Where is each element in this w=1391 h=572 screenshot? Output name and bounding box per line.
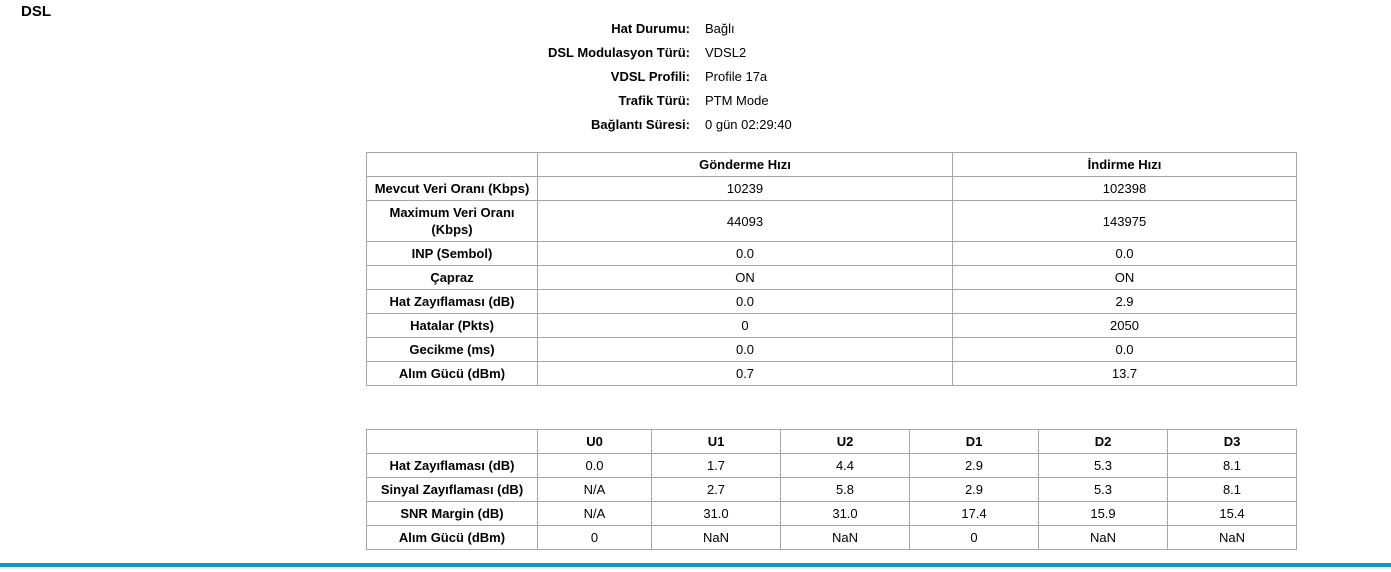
band-column-header: D1 [909,429,1039,454]
row-label-cell: Hatalar (Pkts) [366,313,538,338]
info-value: Bağlı [705,20,735,36]
band-value-cell: 5.3 [1038,453,1168,478]
table-row: Gecikme (ms) 0.0 0.0 [366,337,1297,362]
band-value-cell: N/A [537,501,652,526]
downstream-value-cell: 2050 [952,313,1297,338]
info-value: Profile 17a [705,68,768,84]
table-row: Alım Gücü (dBm) 0 NaN NaN 0 NaN NaN [366,525,1297,550]
row-label-cell: Gecikme (ms) [366,337,538,362]
band-value-cell: 5.8 [780,477,910,502]
info-row-vdsl-profile: VDSL Profili: Profile 17a [0,64,1391,88]
band-value-cell: 1.7 [651,453,781,478]
row-label-cell: INP (Sembol) [366,241,538,266]
upstream-value-cell: 0.0 [537,241,953,266]
band-value-cell: 0.0 [537,453,652,478]
band-value-cell: 4.4 [780,453,910,478]
band-value-cell: 2.7 [651,477,781,502]
table-row: Alım Gücü (dBm) 0.7 13.7 [366,361,1297,386]
row-label-cell: SNR Margin (dB) [366,501,538,526]
upstream-value-cell: 0.0 [537,289,953,314]
row-label-cell: Çapraz [366,265,538,290]
upstream-value-cell: 0.7 [537,361,953,386]
band-value-cell: 31.0 [651,501,781,526]
band-value-cell: 8.1 [1167,453,1297,478]
row-label-cell: Mevcut Veri Oranı (Kbps) [366,176,538,201]
connection-info-list: Hat Durumu: Bağlı DSL Modulasyon Türü: V… [0,16,1391,136]
band-value-cell: 15.9 [1038,501,1168,526]
band-value-cell: 5.3 [1038,477,1168,502]
downstream-value-cell: 102398 [952,176,1297,201]
band-value-cell: NaN [1167,525,1297,550]
downstream-value-cell: 143975 [952,200,1297,242]
band-value-cell: 2.9 [909,477,1039,502]
downstream-value-cell: 13.7 [952,361,1297,386]
info-value: 0 gün 02:29:40 [705,116,792,132]
info-row-connection-time: Bağlantı Süresi: 0 gün 02:29:40 [0,112,1391,136]
rate-table-header-row: Gönderme Hızı İndirme Hızı [366,152,1297,177]
band-value-cell: 31.0 [780,501,910,526]
downstream-column-header: İndirme Hızı [952,152,1297,177]
info-row-modulation: DSL Modulasyon Türü: VDSL2 [0,40,1391,64]
band-value-cell: 0 [537,525,652,550]
page-title: DSL [21,3,51,20]
row-label-cell: Alım Gücü (dBm) [366,525,538,550]
table-row: SNR Margin (dB) N/A 31.0 31.0 17.4 15.9 … [366,501,1297,526]
downstream-value-cell: ON [952,265,1297,290]
band-column-header: D2 [1038,429,1168,454]
corner-cell [366,152,538,177]
upstream-value-cell: ON [537,265,953,290]
band-column-header: U0 [537,429,652,454]
table-row: Çapraz ON ON [366,265,1297,290]
row-label-cell: Hat Zayıflaması (dB) [366,289,538,314]
row-label-cell: Maximum Veri Oranı (Kbps) [366,200,538,242]
band-table: U0 U1 U2 D1 D2 D3 Hat Zayıflaması (dB) 0… [366,429,1297,550]
table-row: Sinyal Zayıflaması (dB) N/A 2.7 5.8 2.9 … [366,477,1297,502]
band-value-cell: 15.4 [1167,501,1297,526]
info-label: Bağlantı Süresi: [591,116,690,132]
upstream-value-cell: 0.0 [537,337,953,362]
table-row: Hat Zayıflaması (dB) 0.0 1.7 4.4 2.9 5.3… [366,453,1297,478]
corner-cell [366,429,538,454]
upstream-value-cell: 10239 [537,176,953,201]
table-row: Hat Zayıflaması (dB) 0.0 2.9 [366,289,1297,314]
info-label: Trafik Türü: [618,92,690,108]
bottom-divider-bar [0,563,1391,567]
row-label-cell: Alım Gücü (dBm) [366,361,538,386]
info-value: VDSL2 [705,44,747,60]
band-value-cell: N/A [537,477,652,502]
downstream-value-cell: 0.0 [952,337,1297,362]
rate-table: Gönderme Hızı İndirme Hızı Mevcut Veri O… [366,152,1297,386]
upstream-column-header: Gönderme Hızı [537,152,953,177]
table-row: Mevcut Veri Oranı (Kbps) 10239 102398 [366,176,1297,201]
info-label: DSL Modulasyon Türü: [547,44,690,60]
upstream-value-cell: 0 [537,313,953,338]
row-label-cell: Sinyal Zayıflaması (dB) [366,477,538,502]
table-row: Maximum Veri Oranı (Kbps) 44093 143975 [366,200,1297,242]
band-value-cell: 17.4 [909,501,1039,526]
band-column-header: U1 [651,429,781,454]
table-row: Hatalar (Pkts) 0 2050 [366,313,1297,338]
band-value-cell: 0 [909,525,1039,550]
downstream-value-cell: 2.9 [952,289,1297,314]
upstream-value-cell: 44093 [537,200,953,242]
band-value-cell: NaN [651,525,781,550]
downstream-value-cell: 0.0 [952,241,1297,266]
table-row: INP (Sembol) 0.0 0.0 [366,241,1297,266]
band-value-cell: NaN [1038,525,1168,550]
band-column-header: D3 [1167,429,1297,454]
info-row-traffic-type: Trafik Türü: PTM Mode [0,88,1391,112]
info-label: VDSL Profili: [610,68,690,84]
band-column-header: U2 [780,429,910,454]
info-value: PTM Mode [705,92,769,108]
band-value-cell: NaN [780,525,910,550]
info-row-line-status: Hat Durumu: Bağlı [0,16,1391,40]
band-value-cell: 2.9 [909,453,1039,478]
band-table-header-row: U0 U1 U2 D1 D2 D3 [366,429,1297,454]
info-label: Hat Durumu: [611,20,690,36]
row-label-cell: Hat Zayıflaması (dB) [366,453,538,478]
band-value-cell: 8.1 [1167,477,1297,502]
